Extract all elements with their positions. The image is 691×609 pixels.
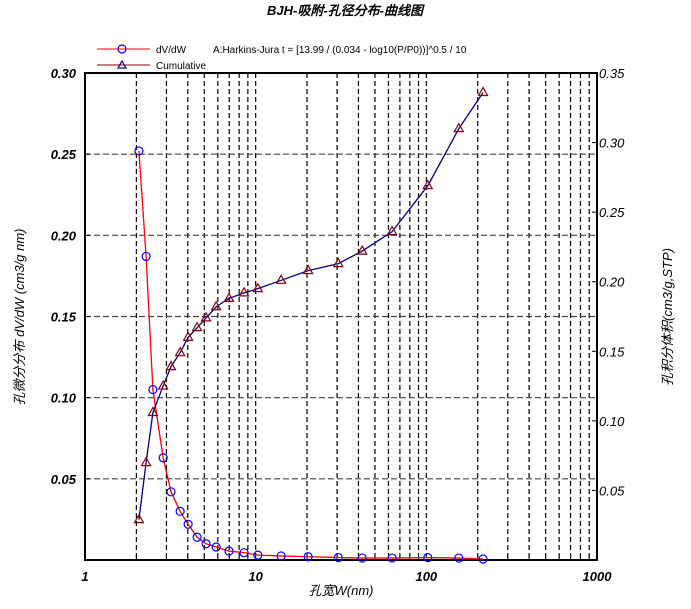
circle-marker-icon [148,384,158,395]
chart-title: BJH-吸附-孔径分布-曲线图 [267,3,425,18]
triangle-marker-icon [210,300,222,311]
x-tick-label: 1000 [583,569,613,584]
circle-marker-icon [117,44,127,54]
circle-marker-icon [333,552,343,563]
circle-marker-icon [276,551,286,561]
circle-marker-icon [201,539,211,549]
triangle-marker-icon [174,346,186,357]
series-line-cumulative [138,92,484,520]
y-axis-right-label: 孔积分体积(cm3/g,STP) [660,248,675,386]
grid [85,72,597,560]
series [133,86,489,564]
y-tick-label-left: 0.05 [51,472,77,487]
triangle-marker-icon [252,282,264,293]
triangle-marker-icon [165,360,177,371]
circle-marker-icon [454,553,464,563]
y-tick-label-right: 0.35 [599,66,625,81]
circle-marker-icon [158,453,168,463]
y-tick-label-left: 0.20 [51,228,77,243]
triangle-marker-icon [356,244,368,255]
circle-marker-icon [183,519,193,529]
triangle-marker-icon [133,513,145,524]
triangle-marker-icon [302,264,314,275]
circle-marker-icon [423,552,433,563]
triangle-marker-icon [200,311,212,322]
circle-marker-icon [478,554,488,564]
x-tick-label: 100 [415,569,437,584]
circle-marker-icon [175,506,185,516]
y-tick-label-left: 0.30 [51,66,77,81]
circle-marker-icon [141,251,151,262]
circle-marker-icon [192,532,202,542]
circle-marker-icon [387,553,397,563]
x-tick-label: 1 [81,569,88,584]
circle-marker-icon [166,487,176,497]
triangle-marker-icon [157,379,169,390]
y-axis-left-label: 孔微分分布 dV/dW (cm3/g nm) [12,229,27,406]
x-tick-label: 10 [248,569,263,584]
method-annotation: A:Harkins-Jura t = [13.99 / (0.034 - log… [213,45,467,56]
legend-label-cumulative: Cumulative [156,61,206,72]
triangle-marker-icon [182,331,194,341]
y-tick-label-right: 0.25 [599,205,625,220]
triangle-marker-icon [223,292,235,303]
triangle-marker-icon [386,225,398,236]
y-tick-label-right: 0.15 [599,344,625,359]
x-axis-label: 孔宽W(nm) [309,583,374,598]
triangle-marker-icon [453,122,465,133]
y-tick-label-left: 0.25 [51,147,77,162]
triangle-marker-icon [116,59,128,69]
y-tick-label-right: 0.10 [599,414,625,429]
circle-marker-icon [211,542,221,552]
triangle-marker-icon [275,274,287,284]
legend: dV/dW Cumulative A:Harkins-Jura t = [13.… [97,44,467,72]
circle-marker-icon [239,548,249,558]
triangle-marker-icon [140,456,152,467]
triangle-marker-icon [332,257,344,268]
triangle-marker-icon [147,406,159,417]
series-line-dv-dw [138,150,484,560]
triangle-marker-icon [191,321,203,332]
circle-marker-icon [134,146,144,156]
y-tick-label-right: 0.20 [599,275,625,290]
circle-marker-icon [224,546,234,556]
legend-item-cumulative: Cumulative [97,59,206,72]
y-tick-label-right: 0.05 [599,483,625,498]
y-tick-label-left: 0.10 [51,391,77,406]
triangle-marker-icon [422,179,434,190]
circle-marker-icon [357,553,367,563]
circle-marker-icon [253,550,263,560]
legend-label-dvdw: dV/dW [156,45,187,56]
legend-item-dvdw: dV/dW [97,44,187,56]
triangle-marker-icon [238,286,250,297]
circle-marker-icon [303,552,313,562]
y-tick-label-right: 0.30 [599,136,625,151]
y-tick-label-left: 0.15 [51,310,77,325]
triangle-marker-icon [477,86,489,97]
